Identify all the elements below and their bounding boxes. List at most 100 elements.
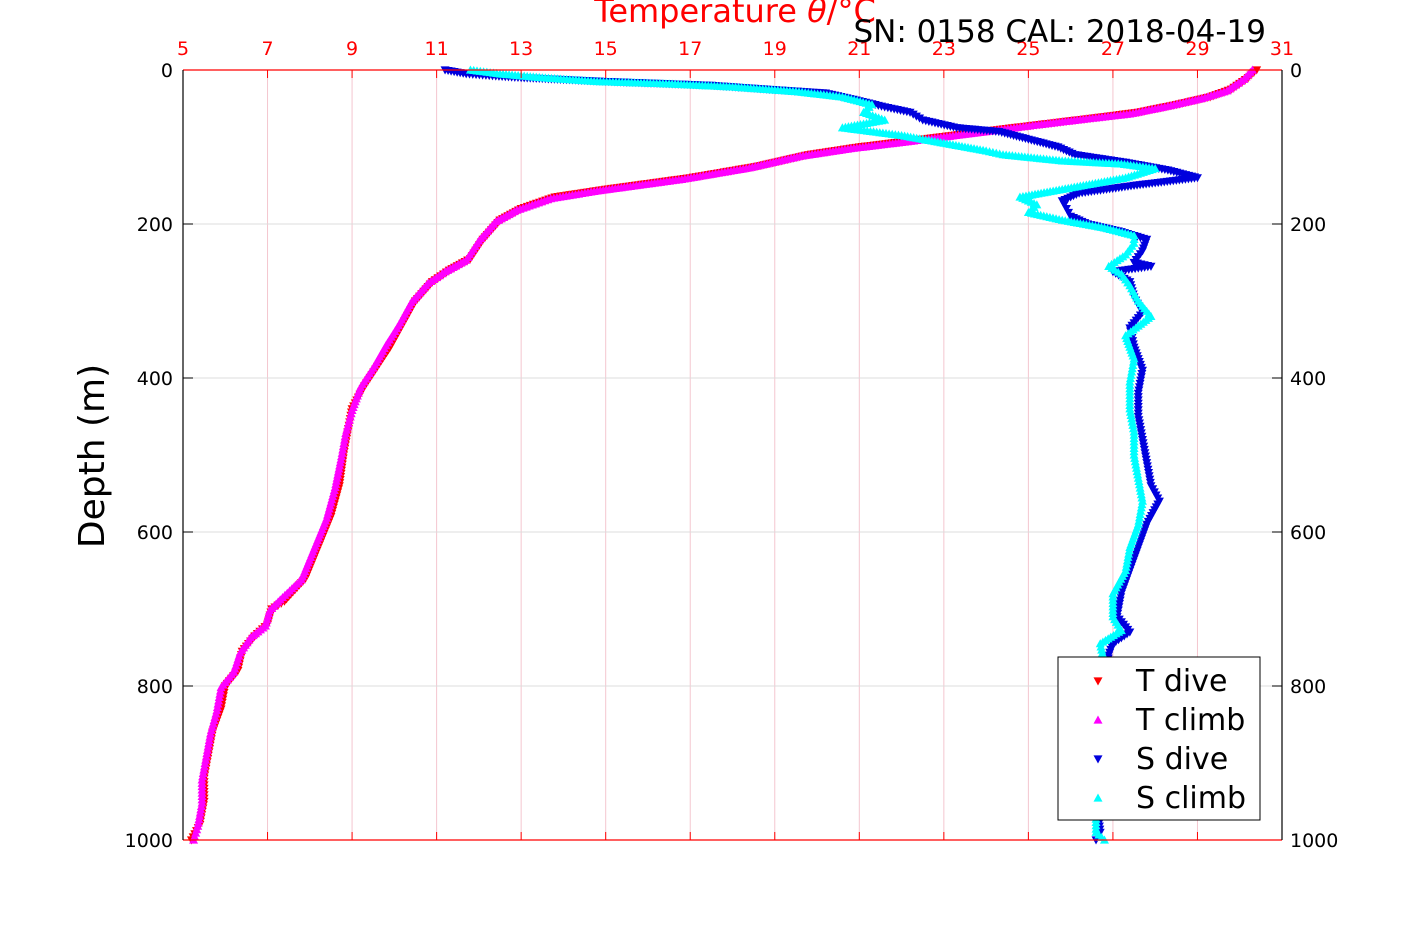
y-tick-label-left: 0 — [161, 60, 173, 82]
data-point — [1130, 457, 1140, 466]
y-tick-label-left: 800 — [137, 676, 173, 698]
x-tick-label: 31 — [1270, 38, 1294, 60]
data-point — [1138, 496, 1148, 505]
x-tick-label: 29 — [1185, 38, 1209, 60]
data-point — [193, 818, 203, 827]
data-point — [212, 702, 222, 711]
y-axis-label: Depth (m) — [72, 364, 113, 548]
x-tick-label: 13 — [509, 38, 533, 60]
y-tick-label-right: 600 — [1290, 522, 1326, 544]
data-point — [196, 801, 206, 810]
data-point — [199, 762, 209, 771]
x-axis-label: Temperature θ/°C — [593, 0, 876, 30]
data-point — [198, 768, 208, 777]
data-point — [215, 686, 225, 695]
data-point — [195, 811, 205, 820]
data-point — [1136, 486, 1146, 495]
data-point — [1135, 509, 1145, 518]
x-tick-label: 23 — [932, 38, 956, 60]
plot-axes — [182, 69, 1283, 841]
y-tick-label-right: 200 — [1290, 214, 1326, 236]
x-tick-label: 11 — [425, 38, 449, 60]
data-point — [205, 729, 215, 738]
x-tick-label: 21 — [847, 38, 871, 60]
data-point — [1127, 364, 1137, 373]
y-tick-label-right: 400 — [1290, 368, 1326, 390]
data-point — [203, 742, 213, 751]
legend-label: S climb — [1136, 781, 1246, 816]
data-point — [1130, 453, 1140, 462]
data-point — [1127, 367, 1137, 376]
data-point — [205, 732, 215, 741]
data-point — [1125, 542, 1135, 551]
legend-label: T dive — [1135, 664, 1227, 699]
data-point — [200, 758, 210, 768]
data-point — [214, 692, 224, 702]
data-point — [1136, 503, 1146, 512]
data-point — [1131, 460, 1141, 469]
data-point — [201, 752, 211, 761]
y-tick-label-left: 1000 — [125, 830, 173, 852]
legend-marker — [1093, 677, 1103, 686]
data-point — [340, 435, 350, 444]
data-point — [202, 749, 212, 758]
data-point — [1121, 562, 1131, 571]
data-point — [338, 445, 348, 454]
data-series — [186, 65, 1262, 845]
data-point — [198, 772, 208, 781]
legend-label: T climb — [1135, 703, 1245, 738]
data-point — [1134, 480, 1144, 489]
data-point — [214, 696, 224, 705]
data-point — [1124, 546, 1134, 555]
legend-box — [1057, 656, 1261, 821]
legend: T dive T climb S dive S climb — [1057, 656, 1261, 821]
data-point — [1134, 516, 1144, 525]
data-point — [1135, 483, 1145, 492]
legend-marker — [1093, 755, 1103, 764]
data-point — [339, 438, 349, 447]
data-point — [1131, 463, 1141, 472]
data-point — [194, 815, 204, 824]
x-tick-label: 5 — [177, 38, 189, 60]
data-point — [1123, 552, 1133, 561]
data-point — [1129, 354, 1139, 363]
data-point — [1129, 450, 1139, 459]
chart-title: SN: 0158 CAL: 2018-04-19 — [854, 14, 1267, 50]
y-tick-label-right: 800 — [1290, 676, 1326, 698]
data-point — [1128, 357, 1138, 366]
legend-marker — [1093, 715, 1103, 724]
y-tick-label-left: 400 — [137, 368, 173, 390]
data-point — [1134, 476, 1144, 485]
data-point — [1134, 513, 1144, 522]
legend-label: S dive — [1136, 742, 1228, 777]
data-point — [1127, 414, 1137, 423]
data-point — [202, 745, 212, 754]
data-point — [1126, 410, 1136, 419]
data-point — [216, 683, 226, 692]
data-point — [1125, 374, 1135, 383]
data-point — [201, 755, 211, 764]
data-point — [1132, 467, 1142, 476]
data-point — [1124, 549, 1134, 558]
x-tick-label: 25 — [1016, 38, 1040, 60]
data-point — [1122, 559, 1132, 568]
data-point — [1133, 473, 1143, 482]
data-point — [1128, 360, 1138, 369]
data-point — [1122, 556, 1132, 565]
data-point — [204, 739, 214, 748]
data-point — [1128, 420, 1138, 429]
data-point — [1126, 370, 1136, 379]
data-point — [215, 689, 225, 698]
data-point — [199, 765, 209, 774]
series-s-climb — [465, 65, 1160, 844]
data-point — [1137, 500, 1147, 509]
y-tick-label-left: 600 — [137, 522, 173, 544]
data-point — [337, 448, 347, 457]
data-point — [1136, 490, 1146, 499]
x-tick-label: 19 — [763, 38, 787, 60]
data-point — [1127, 417, 1137, 426]
data-point — [338, 442, 348, 451]
x-tick-label: 27 — [1101, 38, 1125, 60]
